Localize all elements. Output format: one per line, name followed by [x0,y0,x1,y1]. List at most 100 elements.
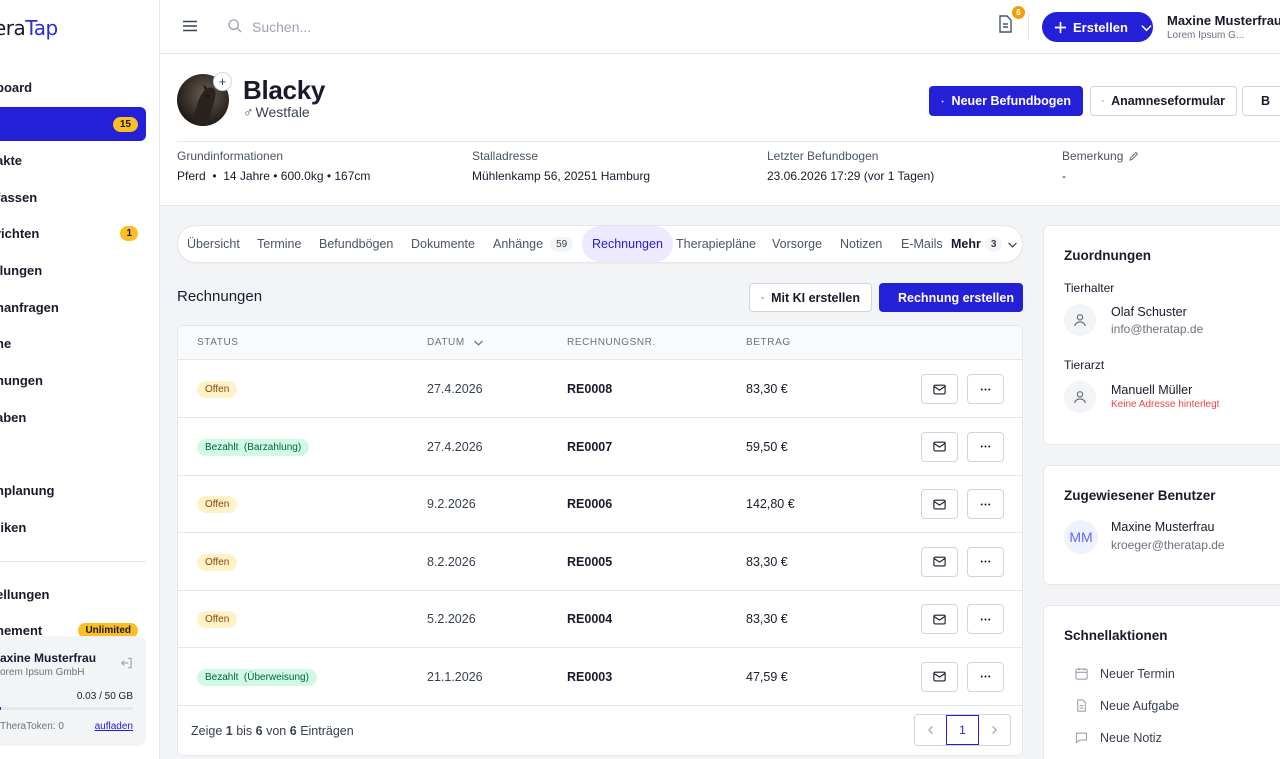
quick-action-new-task[interactable]: Neue Aufgabe [1074,698,1179,713]
more-options-icon [980,618,991,620]
ai-create-button[interactable]: Mit KI erstellen [749,283,872,312]
row-menu-button[interactable] [967,546,1004,577]
owner-label: Tierhalter [1064,281,1115,295]
vet-address-warning: Keine Adresse hinterlegt [1111,399,1220,410]
row-menu-button[interactable] [967,661,1004,692]
sidebar-item-requests[interactable]: nanfragen [0,299,59,315]
pencil-icon[interactable] [1128,150,1140,162]
sidebar-divider [0,561,146,562]
create-button[interactable]: Erstellen [1042,12,1153,42]
patient-header: + Blacky ♂ Westfale Neuer Befundbogen An… [160,54,1280,206]
send-email-button[interactable] [921,604,958,634]
table-header: STATUS DATUM RECHNUNGSNR. BETRAG [178,326,1022,360]
more-options-icon [980,675,991,678]
table-row[interactable]: Offen 9.2.2026 RE0006 142,80 € [178,476,1022,533]
current-user-name[interactable]: Maxine Musterfrau [1167,13,1280,28]
invoices-title: Rechnungen [177,288,263,305]
sidebar-item-appointments[interactable]: ne [0,335,12,351]
owner-name[interactable]: Olaf Schuster [1111,305,1187,319]
quick-action-new-note[interactable]: Neue Notiz [1074,730,1162,745]
mail-icon [933,499,946,509]
sidebar-item-settings[interactable]: ellungen [0,586,50,602]
plus-icon [941,99,945,103]
status-badge: Offen [197,611,238,628]
tab-overview[interactable]: Übersicht [187,237,240,251]
assigned-user-email[interactable]: kroeger@theratap.de [1111,538,1225,552]
tab-therapy-plans[interactable]: Therapiepläne [676,237,756,251]
row-menu-button[interactable] [967,489,1004,519]
tab-notes[interactable]: Notizen [840,237,883,251]
storage-bar-fill [0,707,1,710]
mail-icon [933,384,946,394]
page-1-button[interactable]: 1 [946,715,979,745]
invoice-date: 27.4.2026 [427,439,483,454]
quick-action-new-appointment[interactable]: Neuer Termin [1074,666,1175,681]
sort-chevron-icon [473,340,483,346]
table-row[interactable]: Offen 27.4.2026 RE0008 83,30 € [178,361,1022,418]
new-finding-button[interactable]: Neuer Befundbogen [929,86,1083,116]
vet-name[interactable]: Manuell Müller [1111,383,1193,397]
tab-emails[interactable]: E-Mails [901,237,943,251]
send-email-button[interactable] [921,661,958,692]
sidebar-user-card: axine Musterfrau orem Ipsum GmbH 0.03 / … [0,636,146,746]
comment-icon [1075,732,1088,744]
send-email-button[interactable] [921,546,958,577]
sidebar-item-files[interactable]: akte [0,152,23,168]
app-logo[interactable]: eraTap [0,16,58,40]
table-row[interactable]: Bezahlt (Barzahlung) 27.4.2026 RE0007 59,50… [178,419,1022,476]
table-row[interactable]: Offen 8.2.2026 RE0005 83,30 € [178,534,1022,591]
table-row[interactable]: Offen 5.2.2026 RE0004 83,30 € [178,591,1022,648]
sidebar-item-dashboard[interactable]: board [0,79,33,95]
sidebar-item-animals[interactable]: 15 [0,107,146,141]
male-gender-icon: ♂ [243,104,254,120]
top-bar: 6 Erstellen Maxine Musterfrau Lorem Ipsu… [160,0,1280,54]
tab-findings[interactable]: Befundbögen [319,237,394,251]
invoice-amount: 83,30 € [746,554,788,569]
edit-button[interactable]: B [1242,86,1280,116]
send-email-button[interactable] [921,431,958,462]
search-icon [227,18,243,34]
tab-invoices[interactable]: Rechnungen [582,226,673,262]
send-icon [1102,100,1104,102]
sidebar-item-planning[interactable]: nplanung [0,482,55,498]
table-row[interactable]: Bezahlt (Überweisung) 21.1.2026 RE0003 47,5… [178,649,1022,706]
send-email-button[interactable] [921,374,958,404]
row-menu-button[interactable] [967,604,1004,634]
sidebar-user-company: orem Ipsum GmbH [0,667,85,678]
assigned-user-name[interactable]: Maxine Musterfrau [1111,520,1215,534]
logout-icon[interactable] [120,656,134,670]
tab-attachments[interactable]: Anhänge 59 [493,226,574,262]
sidebar-item-notifications[interactable]: ilungen [0,262,43,278]
sidebar-item-tasks[interactable]: aben [0,409,27,425]
sidebar-item-statistics[interactable]: tiken [0,519,27,535]
menu-icon[interactable] [182,18,198,34]
search-input[interactable] [252,15,552,39]
sidebar-item-invoices[interactable]: nungen [0,372,43,388]
prev-page-button[interactable] [915,715,946,745]
column-date[interactable]: DATUM [427,337,484,348]
add-photo-button[interactable]: + [213,72,232,91]
row-menu-button[interactable] [967,431,1004,462]
sidebar-item-capture[interactable]: fassen [0,189,38,205]
documents-icon[interactable] [998,15,1013,33]
invoice-amount: 83,30 € [746,382,788,396]
next-page-button[interactable] [979,715,1010,745]
create-invoice-button[interactable]: Rechnung erstellen [879,283,1023,312]
sidebar-item-messages[interactable]: richten 1 [0,216,146,250]
tab-documents[interactable]: Dokumente [411,237,475,251]
invoice-amount: 47,59 € [746,669,788,684]
owner-email[interactable]: info@theratap.de [1111,322,1204,336]
token-upload-link[interactable]: aufladen [94,721,133,732]
invoice-number: RE0005 [567,554,613,569]
tab-prevention[interactable]: Vorsorge [772,237,823,251]
sidebar-item-subscription[interactable]: nement Unlimited [0,613,146,647]
row-menu-button[interactable] [967,374,1004,404]
tab-appointments[interactable]: Termine [257,237,302,251]
status-badge: Offen [197,381,238,398]
send-email-button[interactable] [921,489,958,519]
status-badge: Bezahlt (Überweisung) [197,668,317,686]
invoice-amount: 142,80 € [746,497,795,511]
chevron-right-icon [992,726,998,734]
anamnesis-form-button[interactable]: Anamneseformular [1090,86,1237,116]
tab-more[interactable]: Mehr 3 [951,226,1018,262]
